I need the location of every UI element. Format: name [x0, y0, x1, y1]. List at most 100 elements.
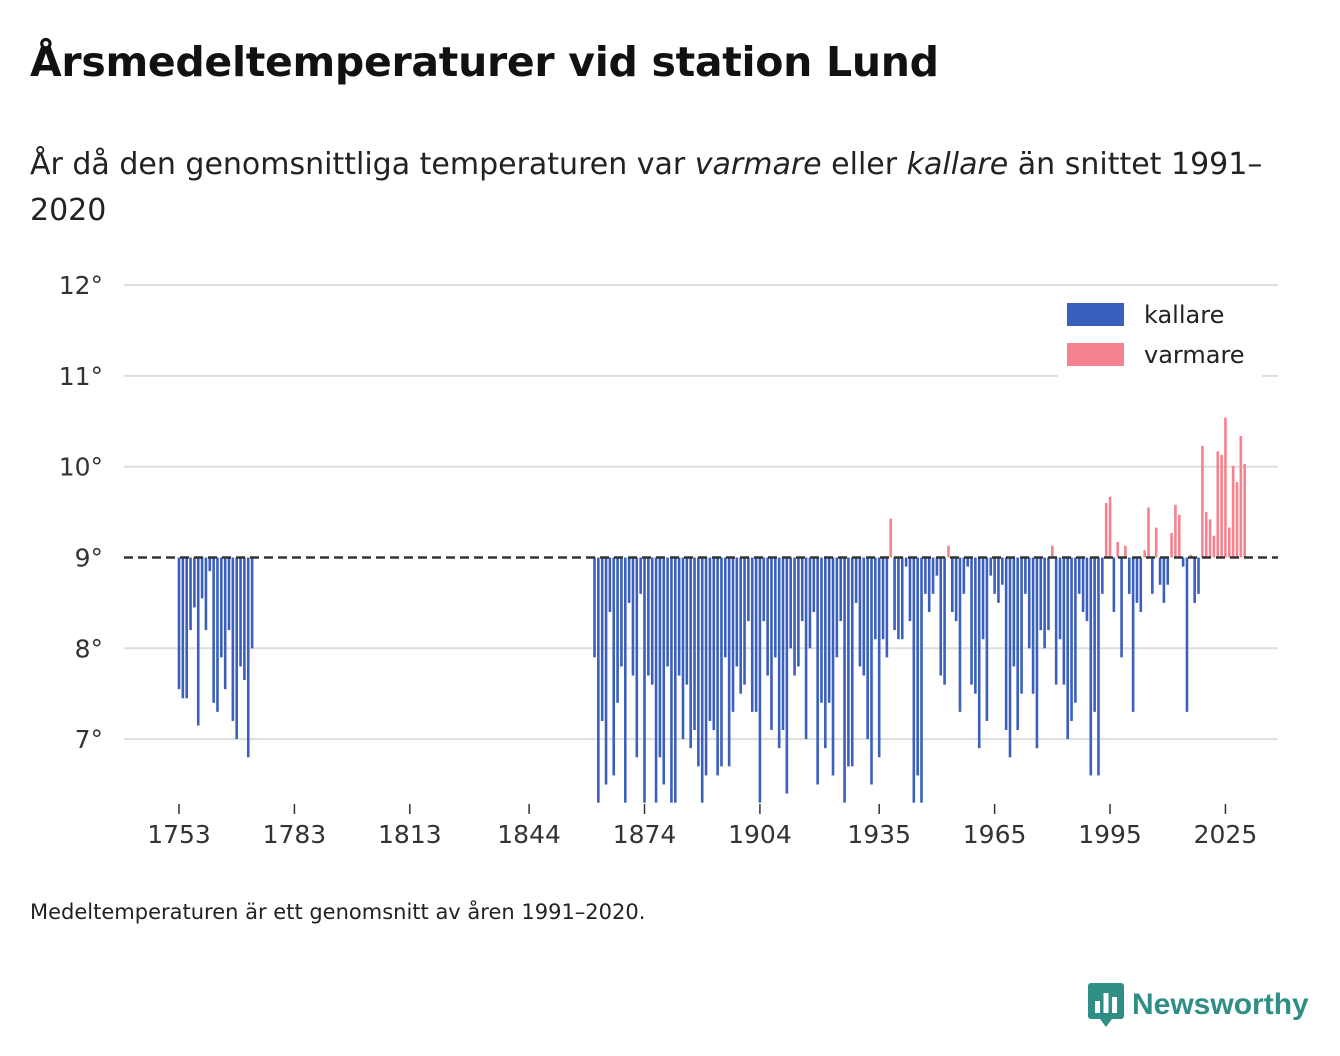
subtitle-text-1: År då den genomsnittliga temperaturen va…: [30, 147, 695, 182]
bar-colder: [927, 557, 931, 612]
bar-colder: [1062, 557, 1066, 685]
bar-warmer: [1174, 504, 1177, 558]
bar-colder: [697, 557, 700, 767]
bar-warmer: [1051, 545, 1054, 558]
axis-layer: 7° 8° 9° 10° 11° 12° 1753 1783 1813 1844 1874 1904 1…: [59, 271, 1278, 849]
bar-warmer: [1143, 550, 1146, 558]
bar-colder: [935, 557, 939, 576]
bar-colder: [208, 557, 212, 572]
bar-colder: [847, 557, 850, 767]
x-tick-label: 1995: [1078, 820, 1142, 849]
bar-colder: [789, 557, 792, 649]
bar-colder: [681, 557, 685, 740]
x-tick-label: 1874: [613, 820, 677, 849]
bar-colder: [712, 557, 716, 731]
bar-colder: [700, 557, 704, 803]
bar-colder: [985, 557, 989, 721]
bar-colder: [1070, 557, 1073, 721]
bar-colder: [193, 557, 196, 608]
bar-warmer: [1208, 519, 1212, 558]
bar-colder: [793, 557, 796, 676]
bar-colder: [231, 557, 235, 721]
bar-colder: [1066, 557, 1069, 740]
bar-colder: [1093, 557, 1096, 712]
bar-colder: [235, 557, 239, 740]
bar-colder: [866, 557, 869, 740]
bar-warmer: [1189, 554, 1193, 558]
y-tick-label: 10°: [59, 453, 103, 482]
legend: kallare varmare: [1058, 292, 1262, 378]
bar-colder: [750, 557, 754, 712]
bar-warmer: [1239, 435, 1243, 558]
bar-colder: [854, 557, 858, 603]
bar-warmer: [889, 518, 893, 558]
chart-subtitle: År då den genomsnittliga temperaturen va…: [30, 142, 1290, 234]
bar-colder: [1043, 557, 1046, 649]
bar-warmer: [1220, 454, 1223, 558]
x-tick-label: 1783: [263, 820, 327, 849]
bar-warmer: [1204, 512, 1208, 558]
bar-colder: [1039, 557, 1043, 631]
bar-warmer: [1147, 507, 1150, 558]
bar-colder: [812, 557, 816, 612]
bar-colder: [616, 557, 619, 703]
bar-colder: [623, 557, 627, 803]
bar-colder: [196, 557, 200, 726]
y-tick-label: 8°: [75, 634, 103, 663]
bar-colder: [762, 557, 766, 622]
bar-colder: [597, 557, 600, 803]
bar-colder: [1081, 557, 1085, 612]
bar-colder: [650, 557, 654, 685]
bar-colder: [958, 557, 962, 712]
bar-colder: [608, 557, 612, 612]
bar-colder: [627, 557, 631, 603]
bar-colder: [239, 557, 242, 667]
bar-colder: [1058, 557, 1062, 640]
bar-colder: [189, 557, 192, 631]
subtitle-text-2: eller: [821, 147, 907, 182]
bar-warmer: [1235, 482, 1239, 558]
bar-colder: [227, 557, 231, 631]
bar-colder: [177, 557, 181, 690]
bar-colder: [835, 557, 839, 658]
newsworthy-logo-text: Newsworthy: [1132, 988, 1309, 1021]
bar-colder: [1047, 557, 1050, 631]
bar-colder: [977, 557, 981, 749]
bar-warmer: [1227, 527, 1231, 558]
bar-layer: [177, 417, 1246, 803]
bar-colder: [716, 557, 719, 776]
bar-warmer: [1212, 535, 1216, 558]
bar-colder: [662, 557, 666, 785]
bar-colder: [250, 557, 254, 649]
bar-colder: [766, 557, 769, 676]
newsworthy-chart-icon: [1088, 983, 1124, 1027]
bar-colder: [862, 557, 866, 676]
bar-colder: [843, 557, 846, 803]
bar-colder: [1031, 557, 1035, 694]
bar-colder: [777, 557, 781, 749]
bar-colder: [1097, 557, 1100, 776]
bar-colder: [804, 557, 808, 740]
bar-colder: [1074, 557, 1077, 703]
bar-warmer: [1104, 503, 1108, 558]
x-tick-label: 1813: [378, 820, 442, 849]
x-tick-label: 1753: [147, 820, 211, 849]
bar-colder: [670, 557, 673, 803]
bar-colder: [1166, 557, 1170, 585]
bar-colder: [781, 557, 785, 731]
bar-colder: [1001, 557, 1004, 585]
legend-label-colder: kallare: [1144, 301, 1224, 329]
bar-colder: [831, 557, 835, 776]
bar-colder: [850, 557, 854, 767]
bar-colder: [924, 557, 927, 594]
bar-colder: [216, 557, 219, 712]
bar-colder: [758, 557, 762, 803]
bar-colder: [858, 557, 862, 667]
bar-colder: [1020, 557, 1023, 694]
newsworthy-logo[interactable]: Newsworthy: [1088, 982, 1309, 1028]
bar-colder: [612, 557, 616, 776]
bar-warmer: [1170, 532, 1173, 558]
bar-warmer: [947, 545, 950, 558]
bar-colder: [1089, 557, 1093, 776]
bar-colder: [1127, 557, 1131, 594]
